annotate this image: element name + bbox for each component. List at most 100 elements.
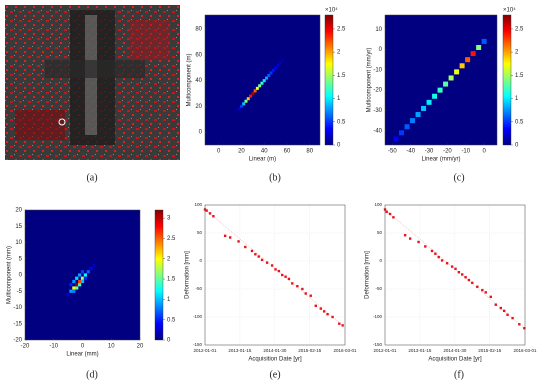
x-tick-label: 2014-01-30 bbox=[263, 348, 287, 353]
heatmap-cell bbox=[78, 279, 82, 284]
plot-frame bbox=[384, 204, 526, 346]
heatmap-cell bbox=[69, 283, 73, 287]
colorbar-tick-label: 1 bbox=[337, 96, 341, 102]
colorbar-tick-label: 2 bbox=[167, 256, 171, 262]
heatmap-cell bbox=[399, 130, 405, 136]
heatmap-cell bbox=[75, 276, 79, 280]
colorbar-tick-label: 1 bbox=[167, 297, 171, 303]
heatmap-cell bbox=[251, 92, 255, 96]
x-tick-label: -10 bbox=[49, 344, 58, 350]
point bbox=[212, 215, 215, 218]
colorbar bbox=[502, 14, 512, 146]
x-tick-label: 20 bbox=[137, 344, 144, 350]
point bbox=[450, 265, 454, 268]
heatmap-cell bbox=[80, 270, 85, 274]
point bbox=[471, 281, 474, 285]
x-axis-label: Linear (mm/yr) bbox=[421, 157, 460, 163]
heatmap-cell bbox=[264, 76, 268, 80]
colorbar-tick-label: 0 bbox=[515, 143, 519, 149]
heatmap-cell bbox=[86, 270, 90, 274]
point bbox=[523, 327, 526, 330]
x-tick-label: -30 bbox=[425, 149, 434, 155]
point bbox=[228, 236, 232, 239]
point bbox=[254, 253, 257, 256]
heatmap-cell bbox=[262, 79, 266, 83]
x-tick-label: 80 bbox=[306, 149, 313, 155]
x-axis-label: Linear (mm) bbox=[66, 352, 98, 358]
colorbar bbox=[324, 14, 334, 146]
panel: 0 0.5 1 1.5 2 2.5 ×10⁴ -50 -40 -30 -20 -10 0 -40 -30 -2… bbox=[367, 7, 524, 163]
y-tick-label: 0 bbox=[379, 258, 382, 263]
point bbox=[314, 304, 317, 307]
x-tick-label: 60 bbox=[284, 149, 291, 155]
heatmap-cell bbox=[404, 124, 410, 130]
point bbox=[284, 275, 287, 278]
point bbox=[223, 234, 227, 237]
point bbox=[250, 249, 254, 253]
point bbox=[489, 295, 492, 299]
heatmap-cell bbox=[89, 266, 93, 271]
point bbox=[331, 315, 334, 319]
point bbox=[461, 273, 464, 276]
panel: 0 0.5 1 1.5 2 2.5 3 -20 -10 0 10 20 -20 -15 -10 -5 0 5 10 1… bbox=[7, 208, 176, 358]
point bbox=[281, 273, 284, 277]
panel: 2012-01-01 2013-01-15 2014-01-30 2015-02-15… bbox=[365, 202, 537, 362]
y-tick-label: 10 bbox=[375, 27, 382, 33]
point bbox=[484, 291, 487, 294]
x-tick-label: 2013-01-15 bbox=[408, 348, 432, 353]
point bbox=[388, 212, 392, 216]
heatmap-cell bbox=[437, 87, 443, 93]
heatmap-cell bbox=[258, 84, 262, 88]
point bbox=[467, 278, 471, 282]
y-tick-label: 0 bbox=[199, 130, 203, 136]
point bbox=[287, 277, 291, 281]
heatmap-cell bbox=[78, 283, 82, 287]
y-axis-label: Multicomponent (mm) bbox=[7, 246, 13, 304]
y-tick-label: 0 bbox=[199, 258, 202, 263]
x-tick-label: -40 bbox=[406, 149, 415, 155]
heatmap-cell bbox=[242, 102, 246, 106]
y-axis-label: Deformation [mm] bbox=[185, 251, 191, 299]
point bbox=[326, 313, 329, 316]
caption: (d) bbox=[86, 369, 98, 380]
colorbar-tick-label: 2 bbox=[515, 50, 519, 56]
caption: (f) bbox=[454, 369, 464, 380]
y-tick-label: 0 bbox=[379, 47, 383, 53]
heatmap-cell bbox=[72, 279, 76, 284]
y-tick-label: -10 bbox=[373, 67, 382, 73]
x-tick-label: 2016-03-01 bbox=[513, 348, 537, 353]
heatmap-cell bbox=[239, 104, 243, 108]
point bbox=[319, 307, 323, 310]
y-tick-label: -150 bbox=[193, 342, 203, 347]
point bbox=[440, 259, 444, 262]
y-axis-label: Multicomponent (mm/yr) bbox=[367, 48, 373, 113]
y-tick-label: 10 bbox=[15, 240, 22, 246]
point bbox=[499, 306, 503, 310]
point bbox=[408, 237, 412, 240]
heatmap-cell bbox=[269, 71, 273, 75]
heatmap-cell bbox=[66, 292, 70, 297]
panel: 0 0.5 1 1.5 2 2.5 ×10⁴ 0 20 40 60 80 0 20 40 60 80 Linear… bbox=[187, 7, 346, 163]
y-tick-label: -10 bbox=[13, 305, 22, 311]
heatmap-cell bbox=[267, 73, 271, 77]
point bbox=[277, 269, 281, 273]
colorbar-tick-label: 0.5 bbox=[167, 317, 176, 323]
y-tick-label: 60 bbox=[195, 52, 202, 58]
point bbox=[270, 264, 274, 267]
colorbar-label: ×10⁴ bbox=[503, 7, 516, 14]
x-tick-label: -20 bbox=[443, 149, 452, 155]
y-tick-label: 50 bbox=[197, 230, 203, 235]
heatmap-cell bbox=[274, 66, 278, 70]
y-tick-label: -150 bbox=[373, 342, 383, 347]
colorbar-tick-label: 0.5 bbox=[515, 119, 524, 125]
point bbox=[392, 216, 395, 219]
point bbox=[502, 309, 506, 313]
colorbar bbox=[154, 209, 164, 341]
panel: 2012-01-01 2013-01-15 2014-01-30 2015-02-15… bbox=[185, 202, 357, 362]
heatmap-cell bbox=[260, 81, 264, 85]
y-tick-label: 80 bbox=[195, 27, 202, 33]
x-axis-label: Acquisition Date [yr] bbox=[428, 357, 482, 363]
colorbar-tick-label: 3 bbox=[167, 216, 171, 222]
heatmap-cell bbox=[80, 276, 85, 280]
heatmap-cell bbox=[75, 286, 79, 290]
